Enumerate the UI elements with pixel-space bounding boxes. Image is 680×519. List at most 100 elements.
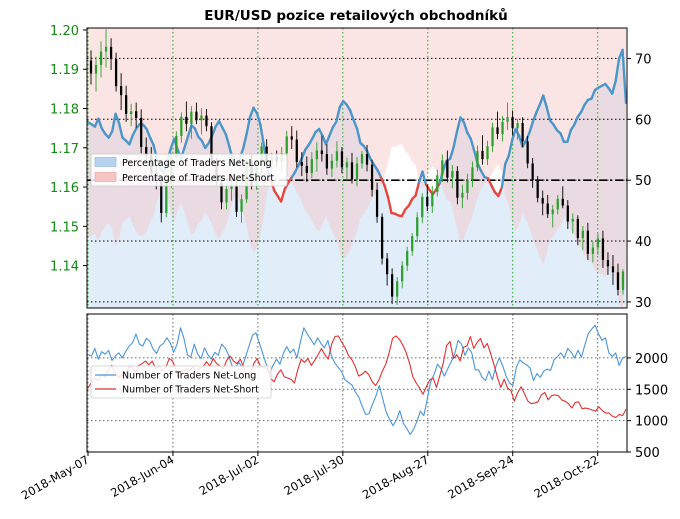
net-pct-line-segment xyxy=(507,138,514,158)
left-axis-tick-label: 1.14 xyxy=(50,260,79,275)
left-axis-tick-label: 1.16 xyxy=(50,181,79,196)
net-pct-line-segment xyxy=(421,170,428,186)
candle-body xyxy=(481,150,484,160)
candle-body xyxy=(521,123,524,142)
net-pct-line-segment xyxy=(535,103,541,114)
net-pct-line-segment xyxy=(500,162,507,189)
candle-body xyxy=(290,136,293,140)
candle-body xyxy=(230,186,233,190)
net-pct-line-segment xyxy=(279,188,286,203)
candle-body xyxy=(461,192,464,198)
net-pct-line-segment xyxy=(297,157,304,167)
candle-body xyxy=(330,160,334,169)
x-axis-tick-label: 2018-Jun-04 xyxy=(108,452,176,500)
legend-label-net-short-count: Number of Traders Net-Short xyxy=(122,385,259,396)
candle-body xyxy=(225,189,228,203)
candle-body xyxy=(365,154,369,165)
candle-body xyxy=(556,198,559,210)
candle-body xyxy=(195,111,198,121)
candle-body xyxy=(375,189,379,217)
net-pct-line-segment xyxy=(497,186,504,198)
left-axis-tick-label: 1.18 xyxy=(50,103,79,118)
net-pct-line-segment xyxy=(462,121,469,134)
legend-label-net-long-pct: Percentage of Traders Net-Long xyxy=(122,158,272,169)
chart-title: EUR/USD pozice retailových obchodníků xyxy=(204,7,508,24)
candle-body xyxy=(320,150,324,155)
top-legend: Percentage of Traders Net-Long Percentag… xyxy=(90,153,288,187)
candle-body xyxy=(411,236,414,252)
net-pct-line-segment xyxy=(566,129,573,144)
candle-body xyxy=(526,141,529,164)
candle-body xyxy=(385,258,389,275)
candle-body xyxy=(576,218,579,239)
left-axis-tick-label: 1.19 xyxy=(50,63,79,78)
candle-body xyxy=(431,191,434,207)
candle-body xyxy=(546,203,549,215)
x-axis-tick-label: 2018-May-07 xyxy=(19,452,92,502)
net-pct-line-segment xyxy=(528,120,535,134)
candle-body xyxy=(571,218,574,222)
candle-body xyxy=(541,198,544,204)
candle-body xyxy=(416,217,419,237)
candle-body xyxy=(240,199,243,212)
bottom-legend-box xyxy=(90,365,272,399)
candle-body xyxy=(606,260,610,267)
net-pct-line-segment xyxy=(114,112,121,125)
candle-body xyxy=(340,151,344,168)
candle-body xyxy=(370,164,374,190)
candle-body xyxy=(446,160,449,178)
top-plot-area xyxy=(86,28,628,311)
candle-body xyxy=(441,160,444,176)
net-pct-line-segment xyxy=(186,124,193,138)
right-axis-tick-label: 70 xyxy=(635,52,652,67)
candle-body xyxy=(551,209,554,215)
bottom-right-axis-tick-label: 2000 xyxy=(635,352,668,367)
candle-body xyxy=(601,238,605,261)
candle-body xyxy=(621,271,625,290)
candle-body xyxy=(426,196,429,207)
candle-body xyxy=(135,111,138,118)
candle-body xyxy=(501,121,504,135)
candle-body xyxy=(496,127,499,135)
candle-body xyxy=(104,46,108,52)
net-pct-line-segment xyxy=(579,103,586,114)
candle-body xyxy=(390,274,394,297)
candle-body xyxy=(355,163,359,180)
candle-body xyxy=(491,127,494,147)
net-pct-line-segment xyxy=(300,148,307,160)
net-pct-line-segment xyxy=(400,208,407,218)
net-pct-line-segment xyxy=(376,169,383,179)
bottom-legend: Number of Traders Net-Long Number of Tra… xyxy=(90,365,272,399)
candle-body xyxy=(205,115,208,127)
candle-body xyxy=(190,111,193,124)
candle-body xyxy=(295,139,298,162)
candle-body xyxy=(285,136,288,154)
x-axis-tick-label: 2018-Sep-24 xyxy=(445,452,516,501)
left-axis-tick-label: 1.17 xyxy=(50,142,79,157)
candle-body xyxy=(611,266,615,273)
candle-body xyxy=(456,170,459,198)
net-pct-line-segment xyxy=(621,48,628,105)
candle-body xyxy=(160,180,163,213)
net-pct-line-segment xyxy=(379,176,386,187)
net-pct-line-segment xyxy=(241,132,248,150)
candle-body xyxy=(561,198,564,206)
net-pct-line-segment xyxy=(324,134,331,146)
net-pct-line-segment xyxy=(355,127,362,145)
net-pct-line-segment xyxy=(348,108,355,122)
candle-body xyxy=(436,175,439,192)
right-axis-tick-label: 50 xyxy=(635,174,652,189)
legend-swatch-net-short-pct xyxy=(94,172,117,182)
right-axis-tick-label: 30 xyxy=(635,296,652,311)
net-pct-line-segment xyxy=(414,180,421,197)
net-pct-line-segment xyxy=(490,184,497,194)
net-pct-line-segment xyxy=(259,123,266,147)
legend-swatch-net-long-pct xyxy=(94,157,117,167)
candle-body xyxy=(114,59,118,87)
bottom-panel-frame xyxy=(86,313,628,453)
net-pct-line-segment xyxy=(531,111,538,123)
x-axis-tick-label: 2018-Jul-02 xyxy=(197,452,262,497)
candle-body xyxy=(360,154,364,164)
net-pct-line-segment xyxy=(210,125,217,137)
